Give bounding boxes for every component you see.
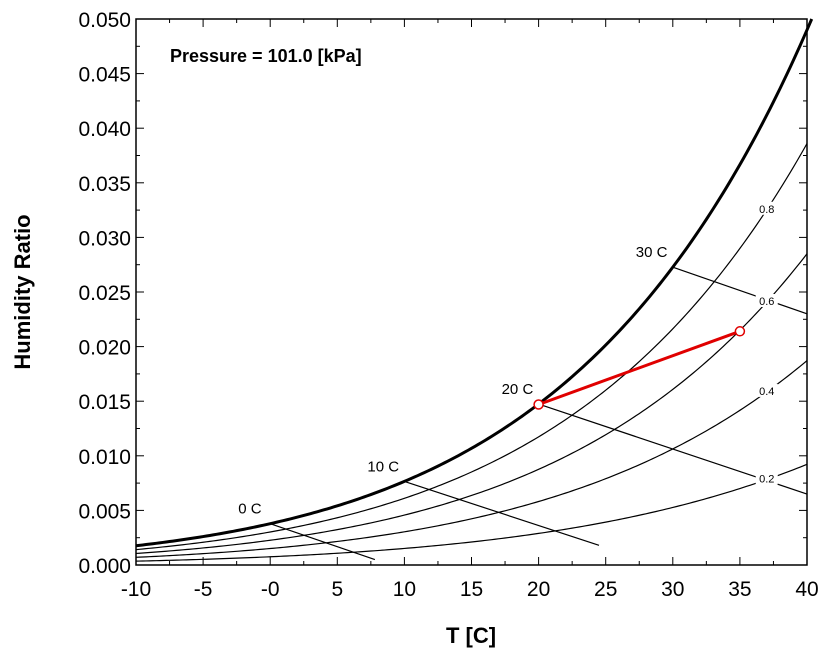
x-tick-label: 35 (728, 578, 751, 601)
relative-humidity-curves (136, 144, 807, 562)
y-tick-label: 0.050 (78, 9, 131, 32)
x-tick-label: 10 (393, 578, 416, 601)
wet-bulb-label: 0 C (238, 501, 262, 518)
y-tick-label: 0.035 (78, 173, 131, 196)
rh-label: 0.2 (759, 474, 774, 486)
x-tick-label: -10 (121, 578, 151, 601)
y-tick-label: 0.005 (78, 500, 131, 523)
process-line (539, 331, 740, 404)
wet-bulb-label: 10 C (367, 458, 399, 475)
y-axis-title: Humidity Ratio (10, 214, 35, 369)
y-tick-label: 0.020 (78, 337, 131, 360)
wet-bulb-label: 30 C (636, 244, 668, 261)
rh-curve-0.2 (136, 464, 807, 561)
x-tick-label: 5 (331, 578, 343, 601)
x-tick-label: 25 (594, 578, 617, 601)
x-tick-label: 15 (460, 578, 483, 601)
y-tick-label: 0.010 (78, 446, 131, 469)
wet-bulb-line (404, 481, 599, 545)
x-tick-labels: -10 -5 -0 5 10 15 20 25 30 35 40 (121, 578, 819, 601)
x-axis-title: T [C] (446, 623, 496, 648)
y-tick-label: 0.045 (78, 64, 131, 87)
y-tick-labels: 0.000 0.005 0.010 0.015 0.020 0.025 0.030 0.035… (78, 9, 131, 578)
process-point-marker (534, 400, 543, 409)
rh-curve-0.8 (136, 144, 807, 550)
relative-humidity-labels: 0.2 0.4 0.6 0.8 (756, 202, 778, 486)
wet-bulb-label: 20 C (502, 381, 534, 398)
y-tick-label: 0.015 (78, 391, 131, 414)
rh-label: 0.4 (759, 386, 774, 398)
pressure-annotation: Pressure = 101.0 [kPa] (170, 46, 362, 66)
x-tick-label: -0 (261, 578, 280, 601)
x-tick-label: -5 (194, 578, 213, 601)
rh-label: 0.6 (759, 296, 774, 308)
x-tick-label: 40 (795, 578, 818, 601)
x-tick-label: 30 (661, 578, 684, 601)
process-line-group (534, 327, 744, 409)
rh-curve-0.6 (136, 254, 807, 554)
rh-curve-0.4 (136, 361, 807, 558)
rh-label: 0.8 (759, 204, 774, 216)
y-tick-label: 0.025 (78, 282, 131, 305)
y-tick-label: 0.030 (78, 227, 131, 250)
saturation-curve (136, 19, 812, 546)
y-tick-label: 0.000 (78, 555, 131, 578)
wet-bulb-lines (270, 267, 807, 559)
x-tick-label: 20 (527, 578, 550, 601)
process-point-marker (735, 327, 744, 336)
y-tick-label: 0.040 (78, 118, 131, 141)
